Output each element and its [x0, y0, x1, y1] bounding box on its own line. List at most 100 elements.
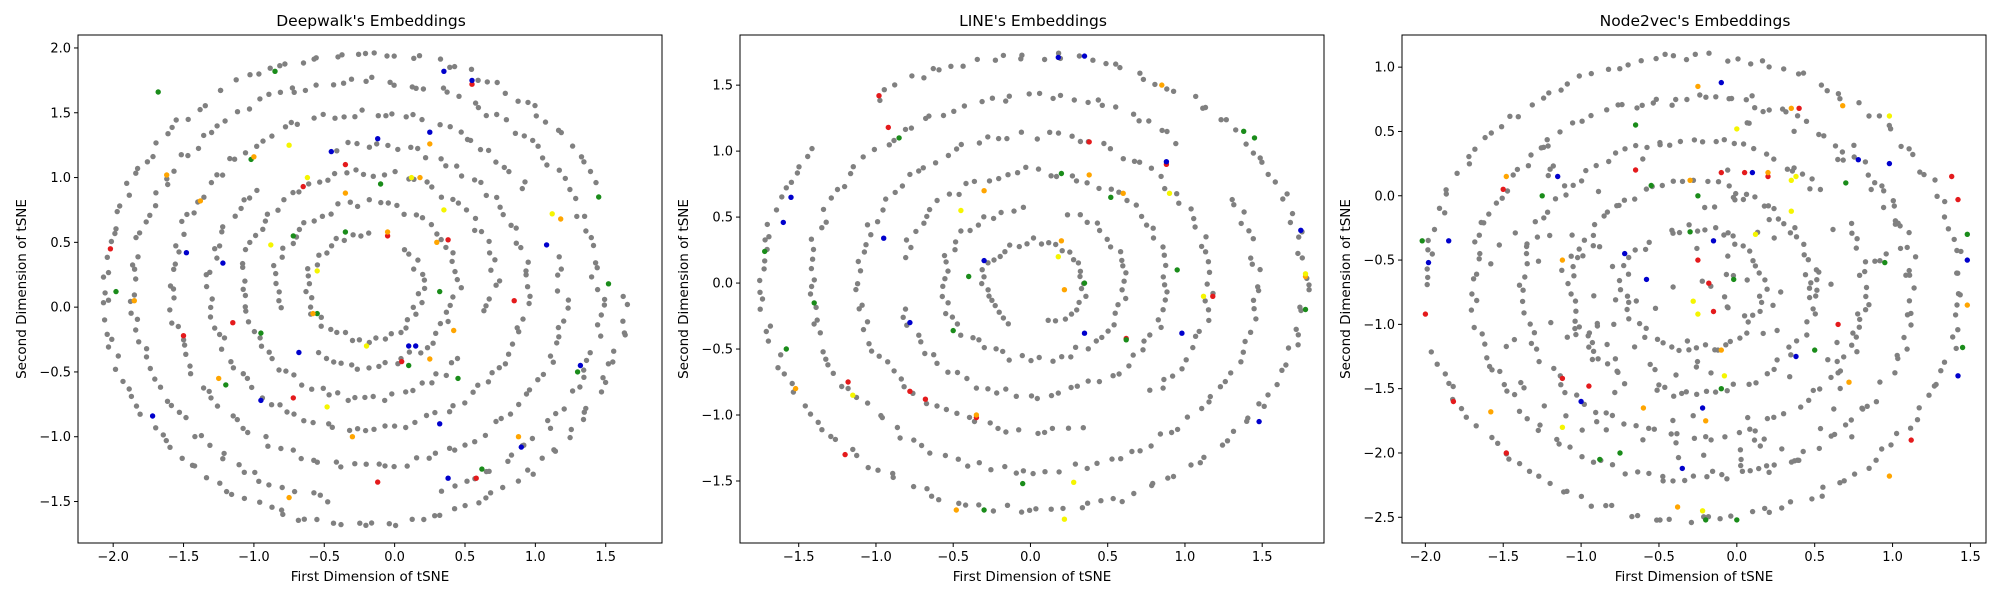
- data-point: [946, 191, 953, 197]
- data-point: [989, 95, 996, 101]
- y-tick-label: 1.0: [50, 171, 71, 186]
- data-point: [1849, 342, 1855, 348]
- data-point-blue: [1964, 257, 1971, 263]
- data-point: [1706, 50, 1712, 56]
- data-point: [811, 277, 817, 283]
- data-point: [958, 141, 964, 148]
- data-point: [1825, 357, 1831, 363]
- data-point: [362, 394, 368, 401]
- x-axis-label: First Dimension of tSNE: [291, 569, 450, 585]
- data-point: [1603, 427, 1610, 433]
- data-point-green: [966, 273, 972, 280]
- data-point: [1574, 392, 1580, 398]
- data-point: [1622, 146, 1628, 152]
- data-point: [1528, 340, 1535, 347]
- data-point: [1660, 478, 1666, 484]
- data-point: [1756, 465, 1762, 472]
- data-point: [1657, 517, 1663, 523]
- data-point: [1752, 194, 1758, 200]
- data-point: [421, 277, 428, 283]
- data-point: [605, 361, 612, 367]
- data-point-orange: [981, 188, 987, 194]
- data-point: [1604, 209, 1611, 215]
- y-tick-label: −1.0: [1363, 318, 1395, 333]
- data-point: [556, 254, 562, 260]
- y-tick-label: 0.5: [50, 236, 71, 251]
- data-point: [1651, 426, 1658, 432]
- data-point: [932, 160, 939, 166]
- data-point: [853, 286, 859, 293]
- data-point: [841, 183, 848, 190]
- data-point: [1518, 379, 1524, 386]
- data-point: [1531, 330, 1538, 336]
- data-point: [507, 411, 514, 417]
- data-point: [1708, 437, 1714, 443]
- data-point: [366, 365, 372, 371]
- data-point: [450, 294, 456, 300]
- data-point: [283, 368, 289, 374]
- data-point-red: [300, 183, 306, 190]
- data-point-red: [1710, 308, 1717, 315]
- data-point: [1750, 312, 1756, 318]
- data-point: [1123, 270, 1129, 276]
- data-point: [1170, 473, 1177, 480]
- data-point: [1026, 91, 1032, 97]
- data-point: [1164, 128, 1170, 135]
- data-point: [485, 379, 492, 385]
- data-point: [1810, 387, 1817, 394]
- data-point: [1763, 151, 1770, 157]
- data-point: [1528, 152, 1534, 158]
- data-point: [1056, 469, 1062, 475]
- data-point: [1516, 408, 1523, 414]
- data-point: [1595, 188, 1602, 195]
- data-point: [296, 189, 302, 195]
- data-point: [943, 406, 950, 413]
- data-point: [1159, 127, 1165, 134]
- data-point: [1660, 340, 1666, 346]
- data-point: [309, 386, 315, 392]
- data-point: [505, 351, 512, 357]
- data-point-blue: [1163, 159, 1170, 165]
- data-point: [501, 164, 507, 171]
- data-point: [1116, 371, 1122, 377]
- data-point: [378, 199, 384, 206]
- data-point: [136, 230, 143, 236]
- data-point: [1625, 271, 1632, 277]
- data-point: [1569, 232, 1575, 238]
- data-point: [277, 62, 283, 69]
- data-point: [1955, 327, 1961, 333]
- data-point-blue: [1699, 405, 1706, 411]
- data-point: [115, 353, 122, 359]
- data-point-red: [1908, 437, 1914, 443]
- data-point: [240, 286, 246, 292]
- data-point: [1761, 436, 1767, 442]
- data-point: [1694, 245, 1700, 252]
- data-point: [547, 353, 554, 359]
- data-point: [100, 274, 107, 280]
- data-point: [1862, 159, 1869, 165]
- data-point: [948, 63, 954, 69]
- data-point: [406, 349, 413, 355]
- data-point: [1023, 164, 1029, 170]
- data-point: [306, 181, 312, 187]
- data-point: [779, 194, 785, 200]
- data-point-green: [113, 288, 119, 295]
- data-point: [1709, 468, 1716, 474]
- data-point: [990, 215, 997, 222]
- data-point-green: [1108, 194, 1114, 200]
- data-point: [1077, 138, 1084, 145]
- data-point-yellow: [1721, 373, 1728, 379]
- data-point: [352, 114, 358, 120]
- data-point: [1157, 431, 1164, 437]
- data-point-yellow: [1699, 508, 1706, 514]
- data-point: [1654, 336, 1661, 342]
- data-point: [910, 483, 917, 490]
- data-point-green: [455, 375, 461, 382]
- data-point: [1906, 229, 1912, 236]
- data-point: [1670, 178, 1677, 184]
- data-point: [924, 486, 930, 492]
- data-point: [1712, 389, 1719, 395]
- data-point: [221, 335, 228, 341]
- data-point: [418, 350, 424, 356]
- data-point: [1703, 434, 1709, 440]
